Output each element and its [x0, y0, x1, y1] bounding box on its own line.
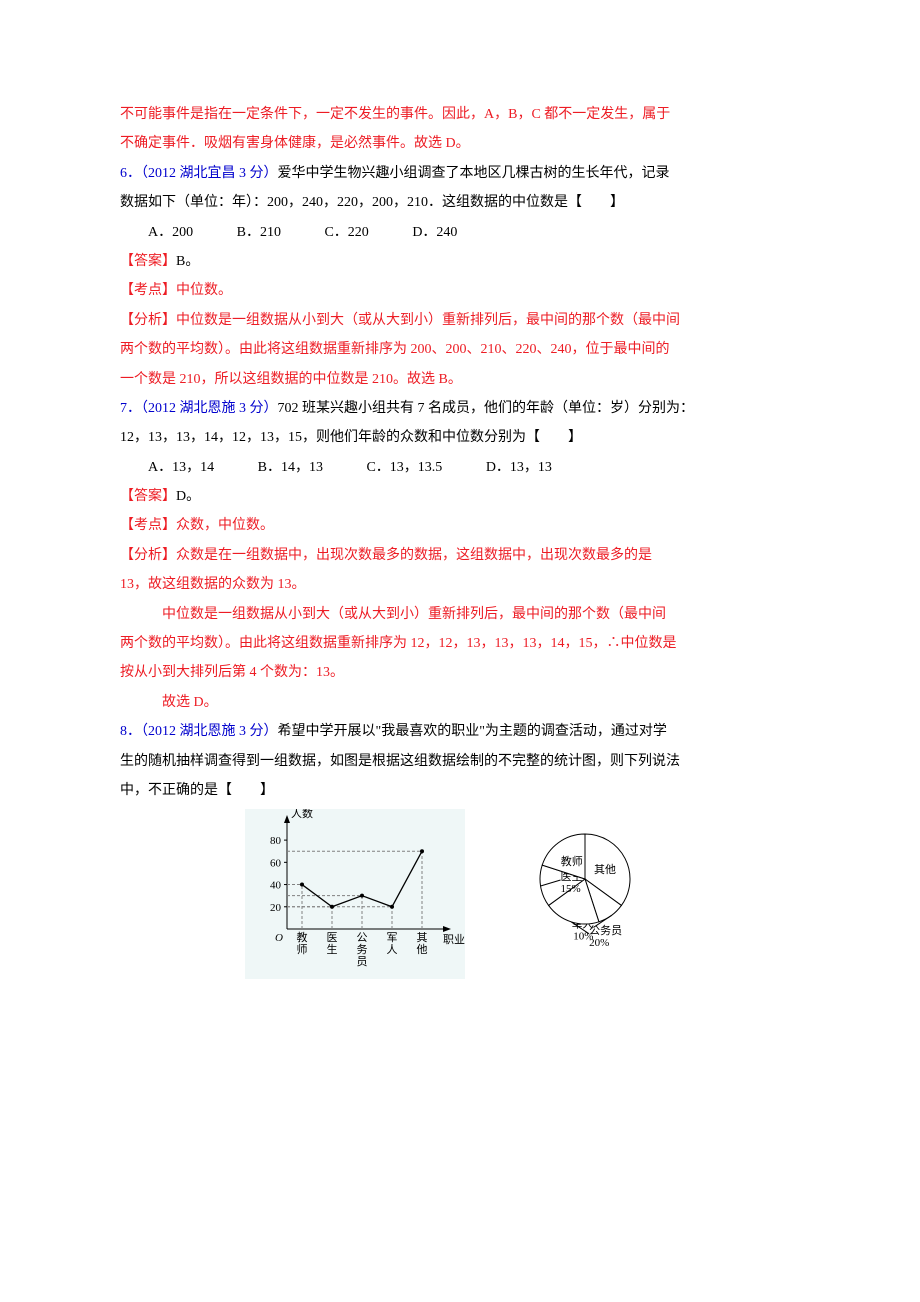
- svg-text:师: 师: [297, 943, 308, 956]
- q7-stem-line2: 12，13，13，14，12，13，15，则他们年龄的众数和中位数分别为【 】: [120, 423, 810, 452]
- svg-text:60: 60: [270, 858, 282, 870]
- svg-text:教: 教: [297, 931, 308, 944]
- q7-opt-c: C．13，13.5: [366, 460, 442, 475]
- q6-opt-c: C．220: [324, 225, 368, 240]
- svg-text:公务员: 公务员: [589, 924, 622, 937]
- q7-opt-a: A．13，14: [148, 460, 214, 475]
- analysis-label: 【分析】: [120, 548, 176, 563]
- svg-text:他: 他: [417, 943, 428, 956]
- q8-stem-line3: 中，不正确的是【 】: [120, 776, 810, 805]
- q7-answer: 【答案】D。: [120, 482, 810, 511]
- q7-analysis-l1: 【分析】众数是在一组数据中，出现次数最多的数据，这组数据中，出现次数最多的是: [120, 541, 810, 570]
- svg-text:务: 务: [357, 943, 368, 956]
- analysis-label: 【分析】: [120, 313, 176, 328]
- svg-text:其他: 其他: [594, 863, 616, 876]
- q7-options: A．13，14 B．14，13 C．13，13.5 D．13，13: [120, 453, 810, 482]
- svg-text:20%: 20%: [589, 937, 609, 949]
- svg-text:职业: 职业: [443, 933, 465, 946]
- svg-text:15%: 15%: [561, 883, 581, 895]
- q7-analysis-l2: 13，故这组数据的众数为 13。: [120, 570, 810, 599]
- q6-number: 6．: [120, 166, 141, 181]
- q7-analysis-l6: 故选 D。: [120, 688, 810, 717]
- svg-text:其: 其: [417, 931, 428, 944]
- q7-analysis-l4: 两个数的平均数）。由此将这组数据重新排序为 12，12，13，13，13，14，…: [120, 629, 810, 658]
- q7-analysis-l5: 按从小到大排列后第 4 个数为：13。: [120, 658, 810, 687]
- q7-analysis-l3: 中位数是一组数据从小到大（或从大到小）重新排列后，最中间的那个数（最中间: [120, 600, 810, 629]
- q6-stem-line2: 数据如下（单位：年）：200，240，220，200，210．这组数据的中位数是…: [120, 188, 810, 217]
- q6-analysis-l3: 一个数是 210，所以这组数据的中位数是 210。故选 B。: [120, 365, 810, 394]
- svg-text:80: 80: [270, 835, 282, 847]
- q7-opt-b: B．14，13: [258, 460, 323, 475]
- answer-label: 【答案】: [120, 254, 176, 269]
- q6-analysis-l1: 【分析】中位数是一组数据从小到大（或从大到小）重新排列后，最中间的那个数（最中间: [120, 306, 810, 335]
- q8-stem1: 希望中学开展以"我最喜欢的职业"为主题的调查活动，通过对学: [278, 724, 667, 739]
- q6-stem-line1: 6．（2012 湖北宜昌 3 分）爱华中学生物兴趣小组调查了本地区几棵古树的生长…: [120, 159, 810, 188]
- svg-text:医: 医: [327, 932, 338, 944]
- q6-kaodian: 【考点】中位数。: [120, 276, 810, 305]
- line-chart: 20 40 60 80 人数 O 教师 医生 公务员 军人 其他 职业: [245, 809, 465, 979]
- q7-source: （2012 湖北恩施 3 分）: [141, 401, 278, 416]
- kaodian-label: 【考点】: [120, 283, 176, 298]
- q6-source: （2012 湖北宜昌 3 分）: [141, 166, 278, 181]
- q8-source: （2012 湖北恩施 3 分）: [141, 724, 278, 739]
- q8-number: 8．: [120, 724, 141, 739]
- q7-stem1: 702 班某兴趣小组共有 7 名成员，他们的年龄（单位：岁）分别为：: [278, 401, 695, 416]
- q7-opt-d: D．13，13: [486, 460, 552, 475]
- q6-stem1: 爱华中学生物兴趣小组调查了本地区几棵古树的生长年代，记录: [278, 166, 670, 181]
- chart-row: 20406080人数O教师医生公务员军人其他职业 其他军人10%公务员20%医生…: [120, 809, 810, 979]
- svg-text:O: O: [275, 932, 283, 944]
- svg-text:公: 公: [357, 932, 368, 944]
- q7-number: 7．: [120, 401, 141, 416]
- q6-analysis-l2: 两个数的平均数）。由此将这组数据重新排序为 200、200、210、220、24…: [120, 335, 810, 364]
- q7-kaodian: 【考点】众数，中位数。: [120, 511, 810, 540]
- q6-answer: 【答案】B。: [120, 247, 810, 276]
- svg-text:教师: 教师: [561, 855, 583, 868]
- svg-text:军: 军: [387, 931, 398, 944]
- q6-opt-b: B．210: [237, 225, 281, 240]
- svg-text:20: 20: [270, 902, 282, 914]
- intro-line-2: 不确定事件．吸烟有害身体健康，是必然事件。故选 D。: [120, 129, 810, 158]
- svg-text:40: 40: [270, 880, 282, 892]
- q8-stem-line2: 生的随机抽样调查得到一组数据，如图是根据这组数据绘制的不完整的统计图，则下列说法: [120, 747, 810, 776]
- intro-line-1: 不可能事件是指在一定条件下，一定不发生的事件。因此，A，B，C 都不一定发生，属…: [120, 100, 810, 129]
- answer-label: 【答案】: [120, 489, 176, 504]
- q8-stem-line1: 8．（2012 湖北恩施 3 分）希望中学开展以"我最喜欢的职业"为主题的调查活…: [120, 717, 810, 746]
- q6-opt-d: D．240: [412, 225, 457, 240]
- svg-text:人: 人: [387, 943, 398, 956]
- q6-opt-a: A．200: [148, 225, 193, 240]
- svg-text:生: 生: [327, 942, 338, 956]
- pie-chart: 其他军人10%公务员20%医生15%教师: [485, 809, 685, 959]
- q6-options: A．200 B．210 C．220 D．240: [120, 218, 810, 247]
- q7-stem-line1: 7．（2012 湖北恩施 3 分）702 班某兴趣小组共有 7 名成员，他们的年…: [120, 394, 810, 423]
- svg-text:员: 员: [357, 955, 368, 968]
- kaodian-label: 【考点】: [120, 518, 176, 533]
- svg-text:人数: 人数: [291, 809, 313, 820]
